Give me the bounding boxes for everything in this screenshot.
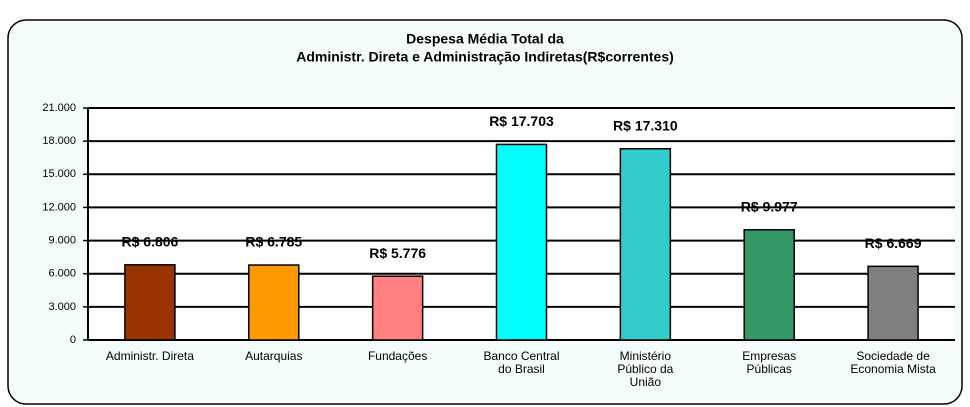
data-label: R$ 6.785 (245, 234, 302, 250)
data-label: R$ 17.703 (489, 113, 554, 129)
bar (371, 275, 424, 341)
x-tick-label: Ministério Público da União (617, 349, 674, 389)
x-tick-label: Empresas Públicas (742, 349, 797, 376)
x-tick-label: Banco Central do Brasil (483, 349, 560, 376)
y-tick-label: 15.000 (42, 168, 76, 180)
x-tick-label: Sociedade de Economia Mista (850, 349, 936, 376)
data-label: R$ 5.776 (369, 245, 426, 261)
bar (867, 265, 919, 341)
data-label: R$ 6.669 (865, 235, 922, 251)
bar (248, 264, 300, 341)
bar (124, 264, 176, 341)
y-tick-label: 3.000 (48, 301, 76, 313)
data-label: R$ 17.310 (613, 117, 678, 133)
y-tick-label: 21.000 (42, 102, 76, 114)
bar (743, 229, 795, 341)
y-tick-label: 9.000 (48, 234, 76, 246)
y-tick-label: 6.000 (48, 268, 76, 280)
data-label: R$ 9.977 (741, 198, 798, 214)
chart-title: Despesa Média Total da (406, 31, 564, 47)
y-tick-label: 0 (70, 334, 76, 346)
y-tick-label: 18.000 (42, 135, 76, 147)
x-tick-label: Administr. Direta (105, 349, 194, 363)
x-tick-label: Fundações (367, 349, 428, 363)
data-label: R$ 6.806 (122, 234, 179, 250)
chart-subtitle: Administr. Direta e Administração Indire… (296, 49, 674, 65)
bar (495, 143, 548, 341)
y-tick-label: 12.000 (42, 201, 76, 213)
x-tick-label: Autarquias (245, 349, 303, 363)
bar (619, 148, 672, 341)
